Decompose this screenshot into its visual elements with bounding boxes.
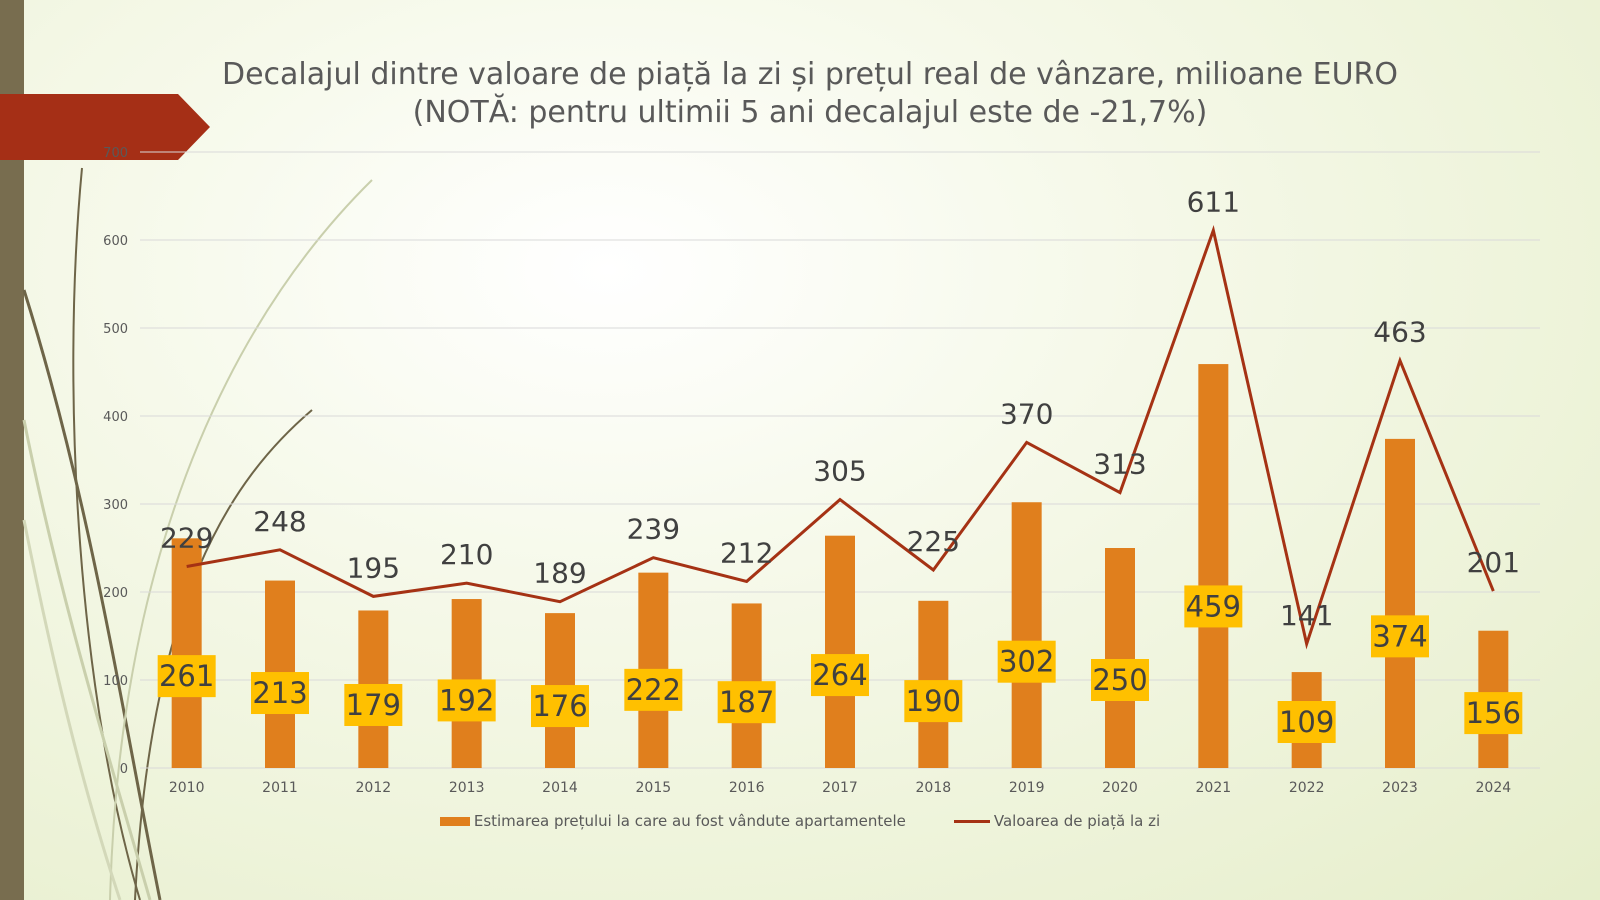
bar-label-box bbox=[1091, 659, 1149, 701]
x-tick-label: 2017 bbox=[822, 780, 858, 796]
legend-swatch-line bbox=[953, 819, 990, 823]
line-value-label: 611 bbox=[1187, 185, 1240, 218]
bar-value-label: 302 bbox=[999, 645, 1054, 679]
bar-value-label: 156 bbox=[1466, 696, 1521, 730]
line-value-label: 313 bbox=[1093, 448, 1146, 481]
bar bbox=[1011, 502, 1042, 768]
y-tick-label: 300 bbox=[103, 498, 128, 513]
chart-title: Decalajul dintre valoare de piață la zi … bbox=[160, 56, 1460, 132]
line-value-label: 210 bbox=[440, 538, 493, 571]
y-tick-label: 500 bbox=[103, 322, 128, 337]
x-tick-label: 2018 bbox=[916, 780, 952, 796]
x-tick-label: 2011 bbox=[262, 780, 298, 796]
y-tick-label: 600 bbox=[103, 234, 128, 249]
x-tick-label: 2020 bbox=[1102, 780, 1138, 796]
bar-value-label: 213 bbox=[252, 676, 307, 710]
bar bbox=[1105, 548, 1135, 768]
line-value-label: 195 bbox=[347, 551, 400, 584]
bar-value-label: 264 bbox=[812, 658, 867, 692]
bar-label-box bbox=[811, 654, 869, 697]
bar-value-label: 187 bbox=[719, 685, 774, 719]
line-value-label: 248 bbox=[253, 505, 306, 538]
x-tick-label: 2016 bbox=[729, 780, 765, 796]
bar-value-label: 374 bbox=[1372, 619, 1427, 653]
x-axis: 2010 2011 2012 2013 2014 2015 2016 2017 2018 2019… bbox=[169, 780, 1511, 796]
chart-title-line1: Decalajul dintre valoare de piață la zi … bbox=[221, 57, 1398, 92]
legend-item-line: Valoarea de piață la zi bbox=[953, 812, 1161, 830]
legend-swatch-bar bbox=[439, 816, 470, 826]
x-tick-label: 2010 bbox=[169, 780, 205, 796]
y-tick-label: 700 bbox=[103, 146, 128, 161]
bar-label-box bbox=[251, 672, 309, 715]
bar-value-label: 459 bbox=[1186, 589, 1241, 623]
bar bbox=[171, 538, 202, 768]
bar-label-box bbox=[717, 681, 776, 724]
accent-arrow bbox=[0, 94, 210, 160]
line-value-label: 141 bbox=[1280, 599, 1333, 632]
deco-curve bbox=[22, 419, 152, 900]
bar-value-label: 192 bbox=[439, 683, 494, 717]
legend-item-bars: Estimarea prețului la care au fost vându… bbox=[439, 812, 906, 830]
bar-value-label: 190 bbox=[906, 684, 961, 718]
bar-label-box bbox=[344, 683, 403, 726]
x-tick-label: 2013 bbox=[449, 780, 485, 796]
line-value-label: 370 bbox=[1000, 397, 1053, 430]
bar-label-box bbox=[904, 680, 963, 723]
bar-label-box bbox=[437, 679, 496, 722]
x-tick-label: 2012 bbox=[356, 780, 392, 796]
line-value-label: 225 bbox=[907, 525, 960, 558]
chart-title-line2: (NOTĂ: pentru ultimii 5 ani decalajul es… bbox=[412, 95, 1208, 130]
line-value-label: 239 bbox=[627, 513, 680, 546]
bar-label-box bbox=[624, 668, 683, 711]
deco-curve bbox=[109, 179, 373, 900]
deco-curve bbox=[22, 289, 162, 900]
bar bbox=[825, 535, 855, 768]
bar-value-label: 179 bbox=[346, 688, 401, 722]
x-tick-label: 2023 bbox=[1382, 780, 1418, 796]
bar-value-label: 250 bbox=[1092, 663, 1147, 697]
y-tick-label: 400 bbox=[103, 410, 128, 425]
bar-label-box bbox=[1184, 585, 1243, 628]
line-value-label: 201 bbox=[1467, 546, 1520, 579]
bar-value-label: 261 bbox=[159, 659, 214, 693]
bar-label-box bbox=[531, 685, 589, 728]
deco-curve bbox=[22, 519, 122, 900]
x-tick-label: 2022 bbox=[1289, 780, 1325, 796]
bar-value-label: 222 bbox=[626, 673, 681, 707]
bar bbox=[1385, 438, 1415, 768]
y-tick-label: 0 bbox=[120, 762, 128, 777]
line-value-label: 305 bbox=[813, 455, 866, 488]
x-tick-label: 2015 bbox=[636, 780, 672, 796]
line-value-label: 463 bbox=[1373, 316, 1426, 349]
y-axis: 0 100 200 300 400 500 600 700 bbox=[103, 146, 128, 777]
x-tick-label: 2021 bbox=[1196, 780, 1232, 796]
line-value-label: 212 bbox=[720, 536, 773, 569]
line-value-label: 189 bbox=[533, 557, 586, 590]
legend-label-bars: Estimarea prețului la care au fost vându… bbox=[473, 812, 906, 830]
y-tick-label: 100 bbox=[103, 674, 128, 689]
bar-label-box bbox=[157, 655, 216, 698]
bar-label-box bbox=[997, 640, 1056, 683]
bar-label-box bbox=[1277, 701, 1336, 743]
bar-label-box bbox=[1371, 615, 1429, 658]
bar-value-label: 109 bbox=[1279, 705, 1334, 739]
x-tick-label: 2014 bbox=[542, 780, 578, 796]
legend-label-line: Valoarea de piață la zi bbox=[993, 812, 1161, 830]
bar-label-box bbox=[1464, 692, 1523, 735]
series-line bbox=[186, 224, 1495, 650]
data-labels: 261 213 179 192 176 222 187 264 190 302 250 459 109 3… bbox=[157, 185, 1523, 743]
bar bbox=[1198, 364, 1229, 768]
legend: Estimarea prețului la care au fost vându… bbox=[0, 812, 1600, 830]
x-tick-label: 2019 bbox=[1009, 780, 1045, 796]
y-tick-label: 200 bbox=[103, 586, 128, 601]
deco-curve bbox=[72, 167, 141, 900]
bar-series bbox=[171, 364, 1509, 768]
bar-value-label: 176 bbox=[532, 689, 587, 723]
line-value-label: 229 bbox=[160, 521, 213, 554]
x-tick-label: 2024 bbox=[1476, 780, 1512, 796]
line-series bbox=[186, 224, 1495, 650]
